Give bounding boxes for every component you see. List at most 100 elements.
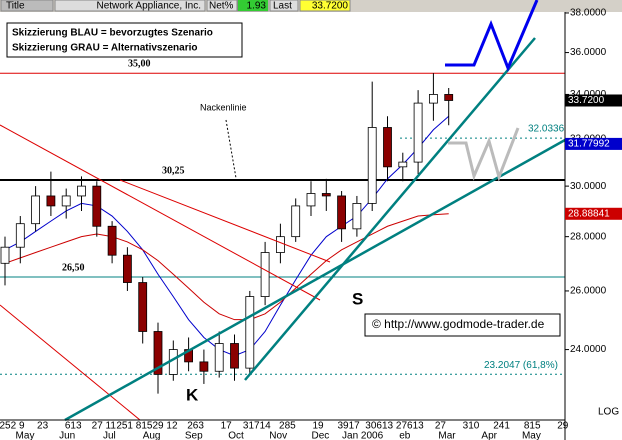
x-day-label: 241 [493, 421, 510, 432]
x-day-label: 23 [37, 421, 49, 432]
candle-body [428, 94, 438, 104]
header-net-value: 1.93 [247, 1, 267, 12]
level-label: 32.0336 [528, 124, 565, 135]
x-month-label: eb [399, 431, 411, 440]
candle-body [337, 195, 347, 230]
price-tag-label: 33.7200 [568, 95, 605, 106]
candle-body [138, 282, 148, 332]
annotation: S [352, 289, 363, 308]
price-tag [565, 137, 622, 150]
header-title: Title [6, 1, 25, 12]
x-month-label: Oct [228, 431, 244, 440]
x-month-label: Jun [59, 431, 75, 440]
x-day-label: 30613 [365, 421, 393, 432]
candle-body [77, 185, 86, 197]
x-day-label: 27 [435, 421, 447, 432]
y-tick-label: 28.0000 [570, 231, 607, 242]
annotation: K [186, 385, 199, 404]
x-day-label: 3917 [337, 421, 360, 432]
copyright-box [364, 313, 561, 337]
x-month-label: Sep [185, 431, 203, 440]
x-month-label: Nov [269, 431, 287, 440]
scale-label: LOG [598, 407, 619, 418]
y-tick-label: 36.0000 [570, 47, 607, 58]
x-day-label: 31714 [243, 421, 271, 432]
candle-body [275, 236, 285, 253]
level-label: 30,25 [162, 165, 185, 176]
y-tick-label: 24.0000 [570, 344, 607, 355]
x-day-label: 27 11 [92, 421, 117, 432]
x-day-label: 17 [221, 421, 233, 432]
last-box [299, 0, 351, 12]
y-tick-label: 30.0000 [570, 181, 607, 192]
candle-body [245, 296, 255, 369]
x-day-label: 252 9 [0, 421, 25, 432]
trendlines [0, 0, 566, 422]
candle-body [0, 246, 10, 264]
header-symbol: Network Appliance, Inc. [97, 1, 202, 12]
plot: 35,00 30,25 26,50 32.0336 23.2047 (61,8%) [0, 59, 565, 394]
channel-line [0, 304, 141, 421]
price-tag-label: 28.88841 [568, 208, 610, 219]
annotation: Nackenlinie [200, 102, 247, 112]
header-last-label: Last [273, 1, 292, 12]
x-month-label: Jul [103, 431, 116, 440]
candle-body [123, 254, 132, 283]
x-month-label: May [16, 431, 35, 440]
x-month-label: Mar [438, 431, 456, 440]
x-month-label: May [522, 431, 541, 440]
legend-box [6, 22, 243, 58]
x-day-label: 27613 [396, 421, 424, 432]
candle-body [352, 203, 362, 230]
x-day-label: 19 [312, 421, 324, 432]
candle-body [46, 195, 56, 207]
header: Title Network Appliance, Inc. Net% 1.93 … [0, 0, 622, 12]
legend-note: Skizzierung GRAU = Alternativszenario [12, 43, 198, 54]
x-month-label: Jan 2006 [342, 431, 384, 440]
candle-body [214, 343, 224, 372]
candle-body [61, 195, 71, 207]
x-day-label: 285 [279, 421, 296, 432]
candle-body [306, 193, 316, 207]
trendline [64, 138, 566, 422]
level-label: 26,50 [62, 262, 85, 273]
channel-line [119, 179, 331, 263]
candle-body [444, 94, 454, 101]
x-month-label: Aug [143, 431, 161, 440]
level-label: 35,00 [128, 59, 151, 70]
candle-body [230, 343, 239, 369]
net-box [238, 0, 268, 11]
trendline [244, 37, 536, 381]
candle-body [92, 185, 102, 227]
header-last-value: 33.7200 [312, 1, 349, 12]
candle-body [398, 161, 408, 168]
candle-body [260, 252, 270, 297]
x-day-label: 29 12 [152, 421, 177, 432]
candle-body [291, 205, 301, 238]
x-day-label: 251 815 [116, 421, 153, 432]
price-tag [565, 94, 622, 107]
y-tick-label: 26.0000 [570, 286, 607, 297]
header-cell [54, 0, 206, 12]
candle-body [107, 225, 117, 256]
x-day-label: 310 [463, 421, 480, 432]
price-tag [565, 207, 622, 220]
moving-average [4, 213, 449, 321]
header-cell [269, 0, 299, 12]
price-tag-label: 31.77992 [568, 139, 610, 150]
candle-body [321, 193, 331, 197]
header-cell [206, 0, 238, 12]
axis: 24.000026.000028.000030.000032.000034.00… [0, 8, 622, 440]
candle-body [31, 195, 41, 225]
x-month-label: Apr [481, 431, 497, 440]
level-label: 23.2047 (61,8%) [484, 360, 558, 371]
y-tick-label: 38.0000 [570, 8, 607, 19]
x-day-label: 29 [557, 421, 569, 432]
candle-body [413, 102, 423, 163]
header-cell [0, 0, 54, 12]
candle-body [199, 361, 209, 372]
copyright: © http://www.godmode-trader.de [372, 317, 545, 331]
legend-note: Skizzierung BLAU = bevorzugtes Szenario [12, 28, 213, 39]
x-day-label: 815 [524, 421, 541, 432]
candle-body [367, 127, 377, 204]
